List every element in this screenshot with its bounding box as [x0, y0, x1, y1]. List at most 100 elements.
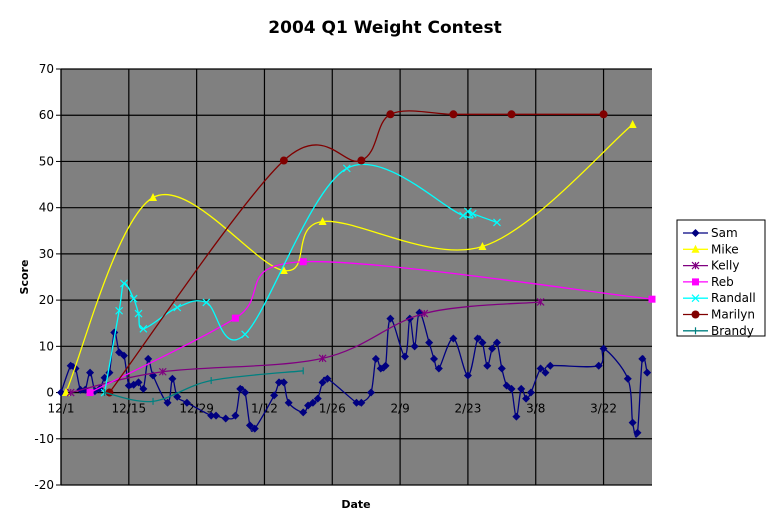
legend-label-randall: Randall [711, 291, 756, 305]
series-layer [57, 110, 656, 438]
data-point-randall [493, 218, 501, 227]
data-point-sam [139, 384, 148, 393]
data-point-sam [367, 388, 376, 397]
legend-marker-marilyn [691, 310, 700, 319]
data-point-sam [449, 334, 458, 343]
data-point-marilyn [449, 110, 458, 119]
data-point-sam [299, 408, 308, 417]
x-axis-ticks: 12/1 12/15 12/29 1/12 1/26 2/9 2/23 3/8 3/22 [48, 402, 618, 416]
data-point-randall [241, 330, 250, 339]
data-point-sam [541, 368, 550, 377]
data-point-sam [371, 354, 380, 363]
data-point-sam [643, 368, 652, 377]
data-point-sam [536, 364, 545, 373]
data-point-sam [270, 391, 279, 400]
data-point-sam [245, 421, 254, 430]
data-point-sam [400, 352, 409, 361]
x-axis-title: Date [341, 498, 370, 511]
series-mike [61, 119, 637, 397]
data-point-randall [463, 207, 472, 216]
legend: Sam Mike Kelly Reb Randall Marilyn Brandy [676, 219, 766, 338]
y-tick-label: 10 [39, 339, 54, 353]
x-tick-label: 1/12 [251, 402, 278, 416]
data-point-randall [468, 209, 477, 218]
legend-label-sam: Sam [711, 226, 738, 240]
data-point-sam [250, 424, 259, 433]
legend-label-brandy: Brandy [711, 324, 754, 338]
x-tick-label: 2/23 [454, 402, 481, 416]
y-axis-title: Score [18, 260, 31, 295]
data-point-kelly [158, 367, 167, 376]
data-point-sam [502, 381, 511, 390]
data-point-sam [381, 361, 390, 370]
data-point-randall [202, 298, 211, 307]
data-point-randall [139, 324, 148, 333]
y-tick-label: 30 [39, 247, 54, 261]
data-point-sam [221, 414, 230, 423]
data-point-sam [173, 392, 182, 401]
data-point-sam [425, 338, 434, 347]
series-sam [57, 308, 652, 438]
data-point-sam [599, 344, 608, 353]
data-point-sam [212, 411, 221, 420]
legend-marker-randall [691, 294, 700, 303]
data-point-sam [633, 428, 642, 437]
legend-box [676, 219, 766, 337]
data-point-sam [386, 314, 395, 323]
series-reb [86, 258, 656, 397]
data-point-sam [231, 411, 240, 420]
plot-area [61, 69, 652, 485]
data-point-sam [430, 354, 439, 363]
data-point-sam [352, 398, 361, 407]
legend-marker-sam [691, 229, 700, 237]
data-point-randall [115, 306, 124, 315]
data-point-reb [231, 314, 239, 322]
data-point-sam [308, 398, 317, 407]
y-tick-label: 60 [39, 108, 54, 122]
data-point-kelly [420, 309, 429, 318]
data-point-sam [119, 351, 128, 360]
data-point-sam [522, 394, 531, 403]
data-point-sam [628, 418, 637, 427]
data-point-mike [61, 388, 70, 397]
y-tick-label: 70 [39, 62, 54, 76]
data-point-sam [86, 368, 95, 377]
data-point-randall [129, 294, 138, 303]
data-point-sam [410, 342, 419, 351]
data-point-sam [182, 398, 191, 407]
data-point-sam [279, 378, 288, 387]
data-point-sam [492, 338, 501, 347]
data-point-marilyn [357, 156, 366, 165]
data-point-marilyn [599, 110, 608, 119]
data-point-sam [483, 361, 492, 370]
data-point-sam [526, 388, 535, 397]
data-point-sam [497, 364, 506, 373]
data-point-randall [342, 164, 351, 173]
data-point-sam [323, 374, 332, 383]
data-point-sam [236, 384, 245, 393]
gridlines [60, 68, 652, 486]
data-point-sam [274, 378, 283, 387]
data-point-sam [594, 361, 603, 370]
data-point-mike [279, 266, 288, 275]
y-tick-label: 50 [39, 154, 54, 168]
data-point-kelly [66, 388, 75, 397]
y-tick-label: 40 [39, 201, 54, 215]
data-point-sam [241, 388, 250, 397]
data-point-sam [507, 384, 516, 393]
data-point-sam [168, 374, 177, 383]
series-kelly [66, 298, 545, 397]
chart-title: 2004 Q1 Weight Contest [268, 18, 501, 38]
data-point-kelly [318, 354, 327, 363]
data-point-reb [648, 295, 656, 303]
x-tick-label: 2/9 [390, 402, 409, 416]
data-point-sam [517, 384, 526, 393]
legend-label-mike: Mike [711, 242, 739, 256]
series-marilyn [105, 110, 608, 397]
data-point-sam [473, 334, 482, 343]
data-point-sam [638, 354, 647, 363]
x-tick-label: 1/26 [319, 402, 346, 416]
data-point-sam [488, 344, 497, 353]
data-point-randall [173, 303, 182, 312]
